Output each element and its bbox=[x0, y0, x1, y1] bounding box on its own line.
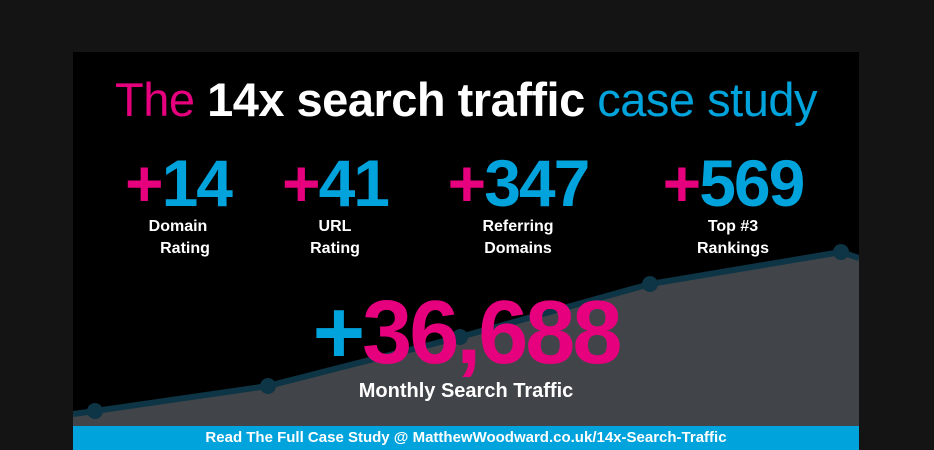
traffic-growth-chart bbox=[73, 244, 859, 426]
stat-top3-rankings: +569 Top #3 Rankings bbox=[662, 146, 806, 257]
chart-point bbox=[833, 244, 849, 260]
footer-cta-bar[interactable]: Read The Full Case Study @ MatthewWoodwa… bbox=[73, 426, 859, 450]
chart-point bbox=[642, 276, 658, 292]
footer-cta-text[interactable]: Read The Full Case Study @ MatthewWoodwa… bbox=[205, 429, 727, 446]
page-title: The 14x search traffic case study bbox=[115, 73, 817, 126]
stat-domain-rating: +14 Domain Rating bbox=[125, 146, 233, 257]
chart-point bbox=[87, 403, 103, 419]
stat-referring-domains: +347 Referring Domains bbox=[447, 146, 591, 257]
infographic-card: The 14x search traffic case study +14 Do… bbox=[73, 52, 859, 450]
chart-point bbox=[452, 329, 468, 345]
headline-stat: +36,688 Monthly Search Traffic bbox=[312, 283, 623, 402]
stat-url-rating: +41 URL Rating bbox=[282, 146, 390, 257]
chart-point bbox=[260, 378, 276, 394]
